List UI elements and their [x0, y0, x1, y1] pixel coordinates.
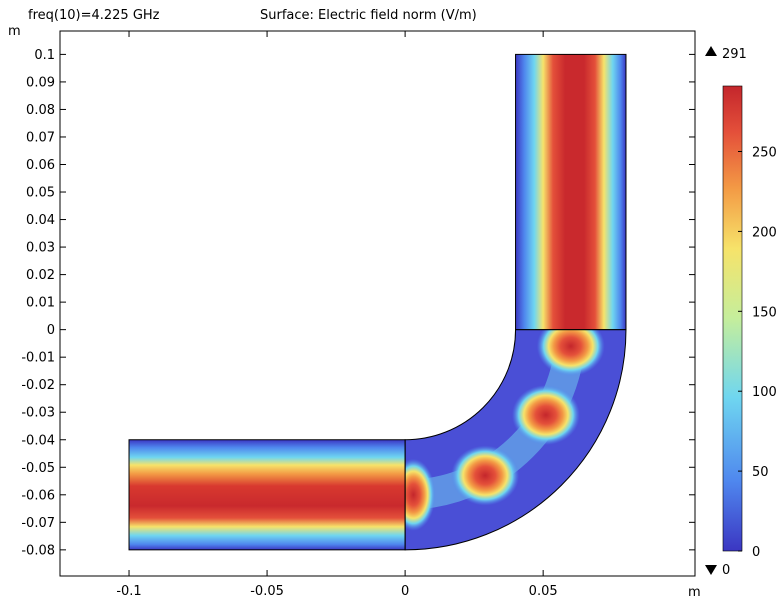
colorbar-tick-label: 100: [752, 385, 777, 400]
y-tick-label: 0.09: [26, 75, 55, 90]
plot-title: Surface: Electric field norm (V/m): [260, 8, 477, 23]
y-tick-label: -0.03: [21, 406, 55, 421]
y-tick-label: 0.04: [26, 213, 55, 228]
y-tick-label: 0.01: [26, 296, 55, 311]
colorbar-tick-label: 50: [752, 465, 769, 480]
max-triangle-icon: [705, 46, 717, 56]
x-tick-label: -0.05: [250, 584, 284, 599]
y-tick-label: 0: [47, 323, 55, 338]
frequency-label: freq(10)=4.225 GHz: [28, 8, 160, 23]
bend-outline: [404, 329, 627, 551]
y-unit-label: m: [8, 24, 21, 39]
x-tick-label: 0: [401, 584, 409, 599]
y-tick-label: 0.06: [26, 158, 55, 173]
y-tick-label: 0.05: [26, 186, 55, 201]
colorbar-tick-label: 150: [752, 305, 777, 320]
field-surface: [129, 54, 626, 550]
geometry-outline: [128, 53, 627, 551]
y-tick-label: 0.08: [26, 103, 55, 118]
y-tick-label: 0.03: [26, 241, 55, 256]
y-tick-label: -0.05: [21, 461, 55, 476]
field-hotspot: [511, 384, 580, 445]
colorbar-tick-label: 250: [752, 146, 777, 161]
field-hotspot: [451, 445, 520, 506]
colorbar-axis: 0 50 100 150 200 250: [738, 146, 777, 560]
x-tick-label: 0.05: [529, 584, 558, 599]
y-axis: 0.1 0.09 0.08 0.07 0.06 0.05 0.04 0.03 0.02 0.01 0…: [21, 48, 695, 558]
colorbar-max-label: 291: [722, 47, 747, 62]
y-tick-label: 0.02: [26, 268, 55, 283]
x-axis: -0.1 -0.05 0 0.05: [116, 31, 558, 599]
colorbar: [722, 85, 743, 552]
y-tick-label: -0.06: [21, 488, 55, 503]
colorbar-min-label: 0: [722, 563, 730, 578]
min-triangle-icon: [705, 565, 717, 575]
colorbar-tick-label: 0: [752, 545, 760, 560]
y-tick-label: -0.04: [21, 433, 55, 448]
y-tick-label: 0.07: [26, 130, 55, 145]
bend-field: [405, 329, 605, 531]
plot-frame: [59, 30, 696, 577]
field-hotspot: [405, 458, 436, 531]
colorbar-tick-label: 200: [752, 225, 777, 240]
y-tick-label: -0.07: [21, 516, 55, 531]
y-tick-label: -0.01: [21, 351, 55, 366]
y-tick-label: -0.08: [21, 543, 55, 558]
x-tick-label: -0.1: [116, 584, 141, 599]
horizontal-arm-field: [129, 439, 406, 550]
x-unit-label: m: [688, 585, 701, 600]
y-tick-label: 0.1: [34, 48, 55, 63]
y-tick-label: -0.02: [21, 378, 55, 393]
field-hotspot: [536, 329, 605, 377]
vertical-arm-field: [515, 54, 626, 330]
